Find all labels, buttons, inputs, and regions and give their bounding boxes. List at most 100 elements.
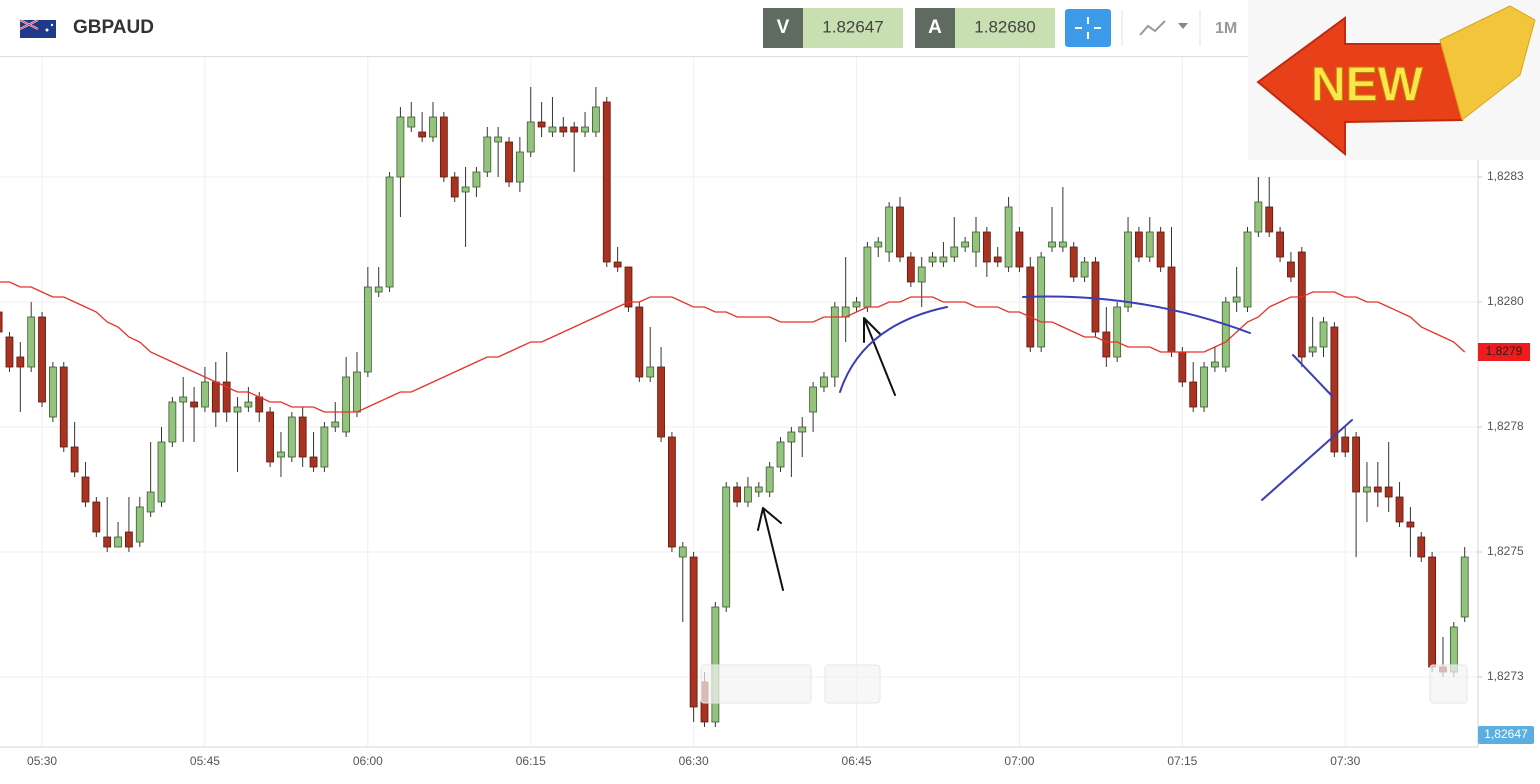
flag-star xyxy=(50,23,54,27)
candle-body xyxy=(255,396,264,413)
candle-body xyxy=(353,371,361,413)
candle-body xyxy=(287,416,296,458)
dropdown-caret xyxy=(1178,23,1188,29)
annotations xyxy=(757,295,1353,591)
y-tick-label: 1,8283 xyxy=(1487,169,1524,183)
badge-curl xyxy=(1439,5,1536,121)
candle-body xyxy=(885,206,894,253)
candle-body xyxy=(613,261,622,268)
candle-body xyxy=(407,116,416,128)
candle-body xyxy=(733,486,741,503)
crosshair-icon xyxy=(1075,17,1101,39)
candle-body xyxy=(1091,261,1100,333)
candle-body xyxy=(744,486,752,503)
candle-body xyxy=(81,476,90,503)
candle-body xyxy=(1373,486,1382,493)
candle-body xyxy=(5,336,14,368)
candle-body xyxy=(982,231,991,263)
ask-box[interactable] xyxy=(955,8,1055,48)
candle-body xyxy=(798,426,807,433)
timeframe[interactable]: 1M xyxy=(1215,20,1237,37)
candle-body xyxy=(1428,556,1437,668)
chart-type-icon[interactable] xyxy=(1139,20,1166,36)
candle-body xyxy=(624,266,633,308)
candle-body xyxy=(429,116,437,138)
candle-body xyxy=(928,256,937,263)
candle-body xyxy=(222,381,231,413)
candle-body xyxy=(1395,496,1404,523)
candle-body xyxy=(27,316,36,368)
price-label: 1,82647 xyxy=(1484,727,1528,741)
candle-body xyxy=(1178,351,1187,383)
candle-body xyxy=(515,151,524,183)
candle-body xyxy=(896,206,904,258)
candle-body xyxy=(1384,486,1393,498)
x-tick-label: 06:15 xyxy=(516,754,546,768)
candle-body xyxy=(776,441,785,468)
candle-body xyxy=(754,486,763,493)
candle-body xyxy=(1015,231,1024,268)
candle-body xyxy=(146,491,155,513)
candle-body xyxy=(396,116,405,178)
candle-body xyxy=(374,286,383,293)
candle-body xyxy=(125,531,133,548)
candle-body xyxy=(211,381,220,413)
candle-body xyxy=(385,176,394,288)
candle-body xyxy=(863,246,872,308)
candle-body xyxy=(1026,266,1035,348)
x-tick-label: 06:30 xyxy=(679,754,709,768)
candle-body xyxy=(0,311,3,333)
candle-body xyxy=(92,501,101,533)
candle-body xyxy=(917,266,926,283)
candle-body xyxy=(820,376,828,388)
candle-body xyxy=(1308,346,1317,353)
candle-body xyxy=(874,241,883,248)
price-tag xyxy=(1478,726,1534,744)
candle-body xyxy=(179,396,188,403)
flag-star xyxy=(45,28,49,32)
candle-body xyxy=(602,101,611,263)
y-tick-label: 1,8273 xyxy=(1487,669,1524,683)
bid-label: V xyxy=(777,17,790,38)
candle-body xyxy=(1232,296,1241,303)
candle-body xyxy=(1004,206,1013,268)
candle-body xyxy=(1037,256,1046,348)
candle-body xyxy=(1211,361,1219,368)
arrow xyxy=(863,317,896,396)
x-tick-label: 05:30 xyxy=(27,754,57,768)
candle-body xyxy=(1460,556,1469,618)
x-tick-label: 06:45 xyxy=(842,754,872,768)
candle-body xyxy=(1287,261,1295,278)
bid-box[interactable] xyxy=(803,8,903,48)
candle-body xyxy=(1297,251,1306,358)
ask-label: A xyxy=(928,17,942,38)
candle-body xyxy=(244,401,253,408)
candle-body xyxy=(830,306,839,378)
candle-body xyxy=(993,256,1002,263)
ask-price: 1.82680 xyxy=(974,17,1035,36)
flag xyxy=(19,19,56,38)
candle-body xyxy=(961,241,970,248)
candle-body xyxy=(59,366,68,448)
candle-body xyxy=(939,256,948,263)
candle-body xyxy=(1254,201,1263,233)
candle-body xyxy=(689,556,698,708)
candle-body xyxy=(461,186,470,193)
candle-body xyxy=(1330,326,1339,453)
moving-average xyxy=(0,281,1466,413)
x-tick-label: 06:00 xyxy=(353,754,383,768)
crosshair-button[interactable] xyxy=(1065,9,1111,47)
candle-body xyxy=(1276,231,1284,258)
candle-body xyxy=(1156,231,1165,268)
candle-body xyxy=(570,126,579,133)
candle-body xyxy=(787,431,796,443)
candle-body xyxy=(1048,241,1056,248)
axes: 1,8273 1,8275 1,8278 1,8280 1,8283 05:30 05:45… xyxy=(27,169,1534,768)
x-tick-label: 07:00 xyxy=(1004,754,1034,768)
candle-body xyxy=(363,286,372,373)
candle-body xyxy=(678,546,687,558)
candle-body xyxy=(1058,241,1067,248)
candle-body xyxy=(1102,331,1111,358)
candle-body xyxy=(1189,381,1198,408)
arrow xyxy=(757,507,784,591)
